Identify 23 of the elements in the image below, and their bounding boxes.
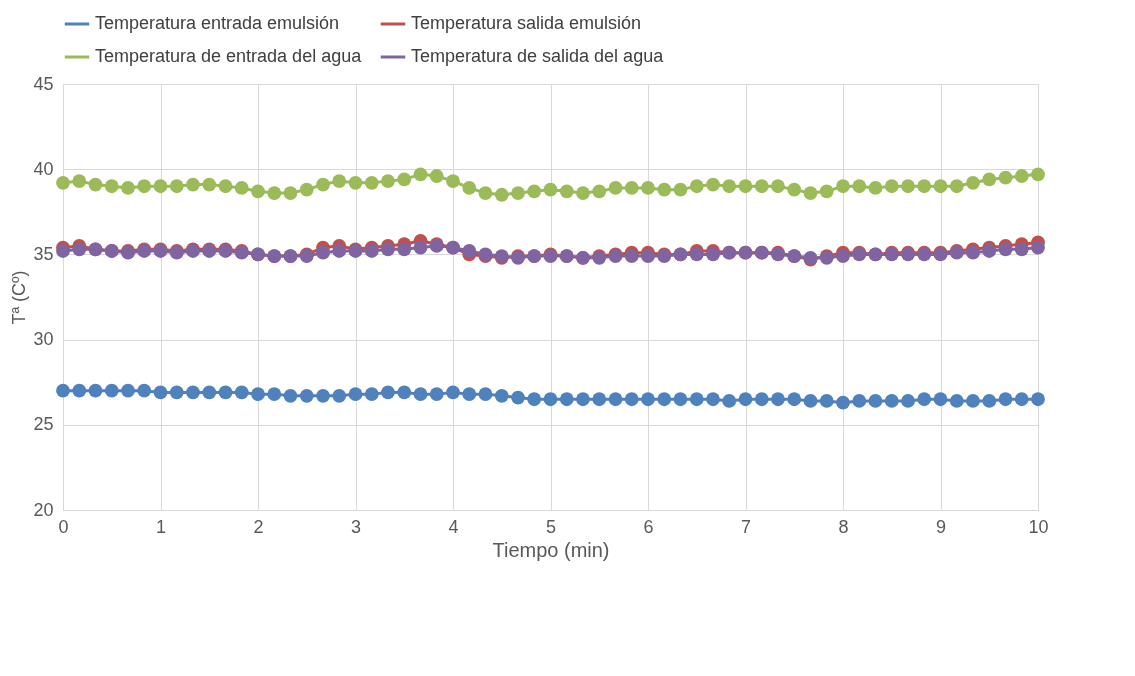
x-tick-label: 9 xyxy=(935,516,947,537)
x-axis-title: Tiempo (min) xyxy=(492,538,610,561)
x-tick-label: 4 xyxy=(448,516,459,537)
x-tick-label: 0 xyxy=(58,516,69,537)
x-tick-label: 2 xyxy=(253,516,264,537)
x-tick-label: 3 xyxy=(350,516,362,537)
legend-label: Temperatura de salida del agua xyxy=(411,46,665,66)
x-tick-label: 6 xyxy=(643,516,654,537)
y-tick-label: 35 xyxy=(33,243,54,264)
y-tick-label: 20 xyxy=(33,499,54,520)
y-tick-label: 45 xyxy=(33,73,54,94)
x-tick-label: 8 xyxy=(838,516,849,537)
x-tick-label: 7 xyxy=(740,516,752,537)
y-axis-title: Tª (Cº) xyxy=(9,270,30,325)
y-tick-label: 40 xyxy=(33,158,54,179)
legend-label: Temperatura entrada emulsión xyxy=(95,13,340,33)
legend-label: Temperatura salida emulsión xyxy=(411,13,642,33)
legend-label: Temperatura de entrada del agua xyxy=(95,46,363,66)
x-tick-label: 10 xyxy=(1028,516,1049,537)
x-tick-label: 5 xyxy=(545,516,557,537)
y-tick-label: 25 xyxy=(33,414,54,435)
x-tick-label: 1 xyxy=(155,516,167,537)
y-tick-label: 30 xyxy=(33,329,54,350)
